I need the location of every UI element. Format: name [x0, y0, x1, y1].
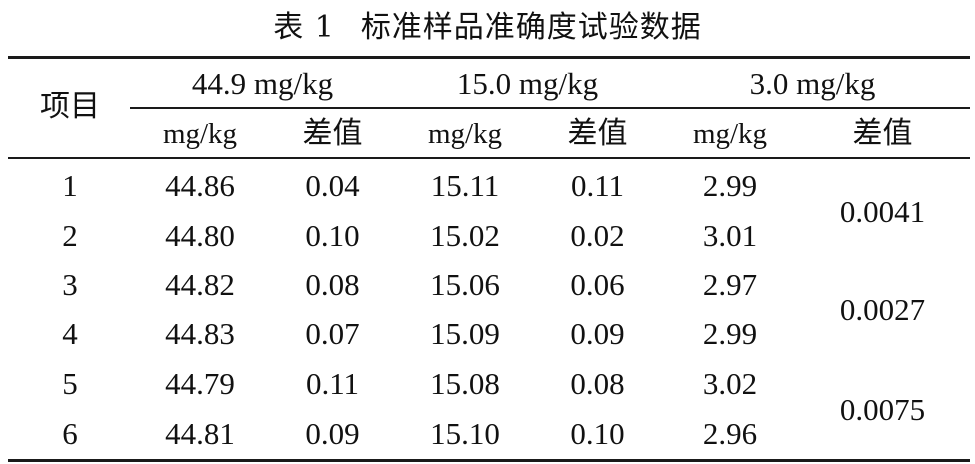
- subheader-value-2: mg/kg: [427, 118, 503, 150]
- table-cell-value-2: 15.08: [430, 366, 500, 401]
- table-cell-item: 4: [62, 316, 78, 351]
- table-cell-value-2: 15.06: [430, 267, 500, 302]
- caption-label: 表 1: [273, 10, 335, 45]
- table-cell-item: 6: [62, 416, 78, 451]
- row-header: 项目: [40, 89, 100, 124]
- table-cell-diff-1: 0.10: [305, 218, 360, 253]
- table-cell-merged-diff: 0.0075: [839, 392, 926, 427]
- table-cell-value-2: 15.09: [430, 316, 500, 351]
- top-rule: [8, 56, 970, 59]
- table-cell-value-3: 2.99: [702, 168, 758, 203]
- table-cell-value-1: 44.83: [165, 316, 235, 351]
- group-rule: [130, 107, 970, 109]
- table-cell-value-1: 44.79: [165, 366, 235, 401]
- table-cell-value-3: 3.02: [702, 366, 758, 401]
- table-cell-value-3: 2.97: [702, 267, 758, 302]
- table-cell-item: 5: [62, 366, 78, 401]
- table-cell-diff-1: 0.09: [305, 416, 360, 451]
- table-cell-value-2: 15.02: [430, 218, 500, 253]
- table-cell-diff-2: 0.06: [570, 267, 625, 302]
- subheader-diff-1: 差值: [302, 116, 363, 151]
- table-cell-value-1: 44.86: [165, 168, 235, 203]
- header-bottom-rule: [8, 157, 970, 159]
- subheader-value-3: mg/kg: [692, 118, 768, 150]
- table-cell-diff-1: 0.07: [305, 316, 360, 351]
- table-cell-value-1: 44.81: [165, 416, 235, 451]
- group-header-1: 44.9 mg/kg: [191, 66, 334, 101]
- table-cell-diff-2: 0.11: [570, 168, 625, 203]
- table-cell-diff-2: 0.02: [570, 218, 625, 253]
- table-cell-item: 3: [62, 267, 78, 302]
- table-cell-merged-diff: 0.0041: [839, 194, 926, 229]
- subheader-diff-3: 差值: [852, 116, 913, 151]
- table-cell-value-2: 15.10: [430, 416, 500, 451]
- caption-title: 标准样品准确度试验数据: [360, 10, 702, 45]
- table-cell-value-1: 44.82: [165, 267, 235, 302]
- table-cell-value-1: 44.80: [165, 218, 235, 253]
- table-caption: 表 1 标准样品准确度试验数据: [0, 10, 975, 46]
- subheader-diff-2: 差值: [567, 116, 628, 151]
- table-cell-diff-2: 0.08: [570, 366, 625, 401]
- table-cell-diff-2: 0.10: [570, 416, 625, 451]
- table-cell-item: 2: [62, 218, 78, 253]
- bottom-rule: [8, 459, 970, 462]
- table-cell-value-2: 15.11: [430, 168, 500, 203]
- table-cell-item: 1: [62, 168, 78, 203]
- table-cell-value-3: 3.01: [702, 218, 758, 253]
- table-cell-value-3: 2.99: [702, 316, 758, 351]
- table-cell-value-3: 2.96: [702, 416, 758, 451]
- group-header-2: 15.0 mg/kg: [456, 66, 599, 101]
- table-cell-diff-1: 0.08: [305, 267, 360, 302]
- table-cell-diff-1: 0.04: [305, 168, 360, 203]
- subheader-value-1: mg/kg: [162, 118, 238, 150]
- table-cell-diff-2: 0.09: [570, 316, 625, 351]
- group-header-3: 3.0 mg/kg: [749, 66, 876, 101]
- table-cell-diff-1: 0.11: [305, 366, 360, 401]
- table-cell-merged-diff: 0.0027: [839, 292, 926, 327]
